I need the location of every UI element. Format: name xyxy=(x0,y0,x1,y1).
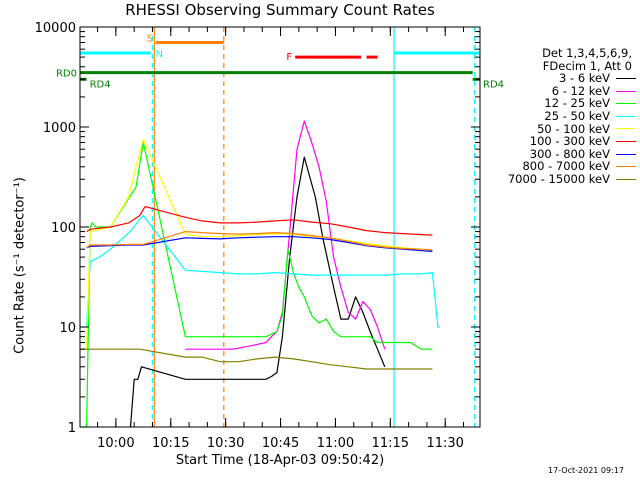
state-bars: RD0 RD4 RD4 S F N xyxy=(56,33,504,90)
y-tick-label-1000: 1000 xyxy=(43,121,76,136)
state-bar-label-5: S xyxy=(147,33,153,44)
legend-label: 50 - 100 keV xyxy=(537,121,610,136)
legend-label: 7000 - 15000 keV xyxy=(507,171,610,186)
series-line-25-50-kev xyxy=(80,215,440,328)
legend-swatch xyxy=(616,140,636,142)
x-tick-label-10:45: 10:45 xyxy=(262,436,299,451)
legend-label: 3 - 6 keV xyxy=(559,71,610,86)
state-bar-label-2: RD4 xyxy=(483,79,504,90)
y-axis-label: Count Rate (s⁻¹ detector⁻¹) xyxy=(12,177,28,354)
legend-entries: 3 - 6 keV 6 - 12 keV 12 - 25 keV 25 - 50 ke… xyxy=(484,72,636,185)
series-line-6-12-kev xyxy=(185,120,386,350)
series-line-12-25-kev xyxy=(80,141,433,428)
footer-timestamp: 17-Oct-2021 09:17 xyxy=(548,466,624,475)
legend-entry: 12 - 25 keV xyxy=(484,97,636,110)
legend-entry: 50 - 100 keV xyxy=(484,121,636,136)
time-marker-lines xyxy=(151,27,476,427)
night-label: N xyxy=(155,49,162,60)
series-line-800-7000-kev xyxy=(86,231,433,251)
legend-entry: 3 - 6 keV xyxy=(484,72,636,85)
legend-label: 6 - 12 keV xyxy=(551,83,610,98)
legend-entry: 25 - 50 keV xyxy=(484,110,636,123)
legend-entry: 6 - 12 keV xyxy=(484,85,636,98)
y-tick-label-1: 1 xyxy=(68,421,76,436)
x-tick-label-10:30: 10:30 xyxy=(207,436,244,451)
series-line-50-100-kev xyxy=(80,138,433,350)
legend-swatch xyxy=(616,115,636,117)
plot-frame xyxy=(79,26,481,428)
x-axis-label: Start Time (18-Apr-03 09:50:42) xyxy=(175,453,385,468)
state-bar-label-6: F xyxy=(286,52,292,63)
legend-entry: 100 - 300 keV xyxy=(484,135,636,148)
x-tick-label-10:15: 10:15 xyxy=(152,436,189,451)
legend-swatch xyxy=(616,90,636,92)
series-line-7000-15000-kev xyxy=(80,348,433,370)
state-bar-label-0: RD0 xyxy=(56,69,77,80)
legend-entry: 800 - 7000 keV xyxy=(484,160,636,173)
legend-label: 25 - 50 keV xyxy=(544,108,610,123)
y-tick-label-10000: 10000 xyxy=(35,21,76,36)
legend: Det 1,3,4,5,6,9, FDecim 1, Att 0 3 - 6 k… xyxy=(484,47,636,186)
legend-label: 12 - 25 keV xyxy=(544,96,610,111)
legend-swatch xyxy=(616,128,636,130)
axis-ticks: 1 10 100 1000 10000 10:00 10:15 10:30 10:45 11:00… xyxy=(35,21,480,451)
state-bar-label-1: RD4 xyxy=(90,79,111,90)
legend-swatch xyxy=(616,153,636,155)
legend-swatch xyxy=(616,103,636,105)
series-line-100-300-kev xyxy=(86,206,433,236)
chart-title: RHESSI Observing Summary Count Rates xyxy=(125,1,435,19)
y-tick-label-100: 100 xyxy=(51,221,76,236)
legend-entry: 7000 - 15000 keV xyxy=(484,173,636,186)
legend-label: 100 - 300 keV xyxy=(529,134,610,149)
y-tick-label-10: 10 xyxy=(59,321,76,336)
x-tick-label-11:00: 11:00 xyxy=(317,436,354,451)
x-tick-label-11:15: 11:15 xyxy=(372,436,409,451)
legend-label: 800 - 7000 keV xyxy=(522,159,610,174)
x-tick-label-11:30: 11:30 xyxy=(426,436,463,451)
legend-entry: 300 - 800 keV xyxy=(484,148,636,161)
series-lines xyxy=(80,120,440,428)
legend-swatch xyxy=(616,166,636,168)
series-line-3-6-kev xyxy=(129,156,386,428)
legend-swatch xyxy=(616,77,636,79)
legend-header-line-2: FDecim 1, Att 0 xyxy=(542,58,632,73)
legend-swatch xyxy=(616,178,636,180)
legend-header-line-1: Det 1,3,4,5,6,9, xyxy=(542,46,632,60)
x-tick-label-10:00: 10:00 xyxy=(97,436,134,451)
legend-label: 300 - 800 keV xyxy=(529,146,610,161)
